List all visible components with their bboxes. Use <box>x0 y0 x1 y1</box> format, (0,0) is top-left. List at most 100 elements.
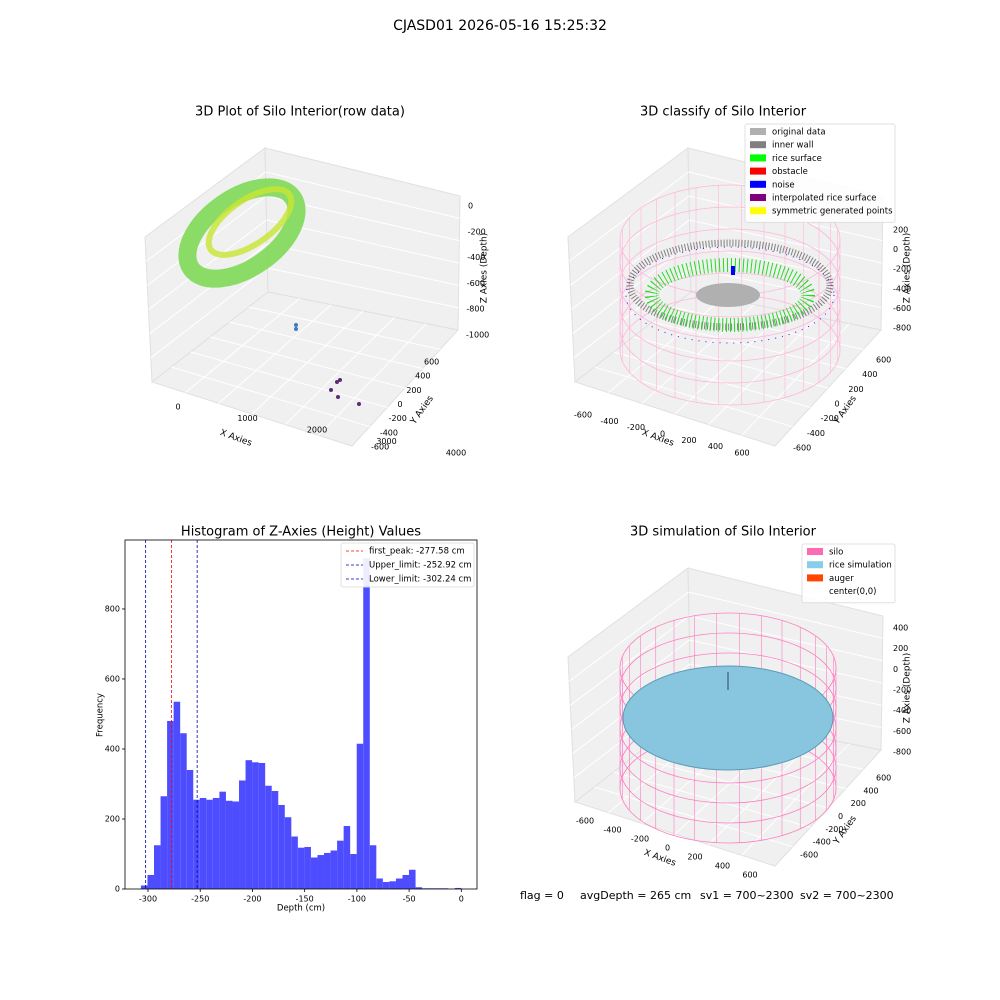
status-text: sv1 = 700~2300 <box>700 889 794 902</box>
y-tick-label: 600 <box>876 356 891 365</box>
x-tick-label: -300 <box>139 895 157 904</box>
pane-grid <box>689 219 883 264</box>
y-tick-label: 400 <box>862 370 877 379</box>
histogram-bar <box>454 887 462 889</box>
histogram-bar <box>265 785 272 889</box>
histogram-bar <box>206 799 213 889</box>
x-tick-label: 4000 <box>446 449 466 458</box>
x-tick-label: 0 <box>459 895 464 904</box>
z-tick-label: -600 <box>893 304 911 313</box>
legend-swatch <box>750 180 766 188</box>
outlier-point <box>336 395 340 399</box>
legend-box <box>744 123 896 223</box>
subplot-title: 3D classify of Silo Interior <box>640 105 807 120</box>
pane-grid <box>150 267 268 359</box>
y-tick-label: 600 <box>876 774 891 783</box>
y-tick-label: 0 <box>398 400 403 409</box>
legend-label: inner wall <box>772 141 813 151</box>
pane-grid <box>149 243 268 335</box>
y-tick-label: 800 <box>105 604 120 613</box>
z-axis-label: Z Axies (Depth) <box>903 233 913 304</box>
status-text: flag = 0 <box>520 889 564 902</box>
x-tick-label: -400 <box>600 417 618 426</box>
outlier-point <box>329 388 333 392</box>
legend-swatch <box>750 194 766 201</box>
histogram-bar <box>317 855 325 889</box>
legend-swatch <box>750 141 766 149</box>
point-cloud <box>205 186 295 258</box>
histogram-bar <box>212 797 220 889</box>
noise-points <box>625 246 835 344</box>
z-tick-label: -400 <box>467 253 485 262</box>
y-tick-label: 0 <box>838 812 843 821</box>
legend-label: symmetric generated points <box>772 207 893 217</box>
histogram-bar <box>297 847 305 889</box>
legend-swatch <box>807 587 823 595</box>
histogram-bar <box>350 853 357 889</box>
legend-label: center(0,0) <box>829 587 877 597</box>
x-tick-label: -250 <box>191 895 209 904</box>
histogram-bar <box>382 881 390 889</box>
z-tick-label: 0 <box>468 202 473 211</box>
z-tick-label: -800 <box>893 324 911 333</box>
pane-grid <box>571 219 690 310</box>
z-tick-label: -200 <box>893 686 911 695</box>
legend-swatch <box>807 561 823 569</box>
legend-swatch <box>750 128 766 135</box>
y-tick-label: -200 <box>825 825 843 834</box>
histogram-bar <box>284 817 292 889</box>
histogram-bar <box>356 743 364 889</box>
legend-label: first_peak: -277.58 cm <box>369 547 465 557</box>
histogram-bar <box>278 804 285 889</box>
legend-label: Upper_limit: -252.92 cm <box>369 561 472 571</box>
y-tick-label: -600 <box>371 443 389 452</box>
histogram-bar <box>271 790 279 889</box>
histogram-bar <box>369 845 377 889</box>
pane-grid <box>265 171 460 219</box>
axes-3d <box>567 567 884 867</box>
y-tick-label: 0 <box>835 400 840 409</box>
legend-swatch <box>750 207 766 215</box>
legend-swatch <box>750 167 766 175</box>
legend-label: rice simulation <box>829 561 892 571</box>
histogram-bar <box>402 874 410 889</box>
histogram-bar <box>252 762 259 889</box>
x-tick-label: -600 <box>576 817 594 826</box>
x-tick-label: -150 <box>296 895 314 904</box>
status-text: sv2 = 700~2300 <box>800 889 894 902</box>
outlier-point <box>357 402 361 406</box>
z-tick-label: 200 <box>893 644 908 653</box>
outlier-point <box>338 378 342 382</box>
histogram-bar <box>258 762 266 889</box>
y-tick-label: -400 <box>813 838 831 847</box>
histogram-bar <box>140 885 148 889</box>
histogram-bar <box>291 836 298 889</box>
x-tick-label: -200 <box>627 423 645 432</box>
x-tick-label: 0 <box>660 430 665 439</box>
z-axis-label: Z Axies (Depth) <box>480 233 490 304</box>
legend-label: interpolated rice surface <box>772 194 877 204</box>
x-tick-label: 600 <box>734 449 749 458</box>
y-tick-label: 400 <box>415 372 430 381</box>
y-tick-label: -200 <box>389 414 407 423</box>
z-axis-label: Z Axies (Depth) <box>903 653 913 724</box>
axes-3d <box>144 147 461 447</box>
x-tick-label: 200 <box>681 436 696 445</box>
y-axis-label: Frequency <box>96 693 106 737</box>
subplot-title: 3D Plot of Silo Interior(row data) <box>195 105 405 120</box>
subplot-title: 3D simulation of Silo Interior <box>630 525 817 540</box>
x-tick-label: -200 <box>631 835 649 844</box>
z-tick-label: -800 <box>466 305 484 314</box>
histogram-bar <box>324 852 331 889</box>
histogram-bar <box>219 791 226 889</box>
x-tick-label: 1000 <box>237 414 257 423</box>
x-tick-label: -200 <box>243 895 261 904</box>
histogram-bar <box>330 850 338 889</box>
histogram-bar <box>232 801 240 889</box>
legend-swatch <box>807 574 823 582</box>
pane-grid <box>266 243 459 286</box>
y-tick-label: 600 <box>105 674 120 683</box>
histogram-bar <box>239 780 246 889</box>
z-tick-label: 200 <box>893 226 908 235</box>
axes-frame <box>124 539 478 890</box>
